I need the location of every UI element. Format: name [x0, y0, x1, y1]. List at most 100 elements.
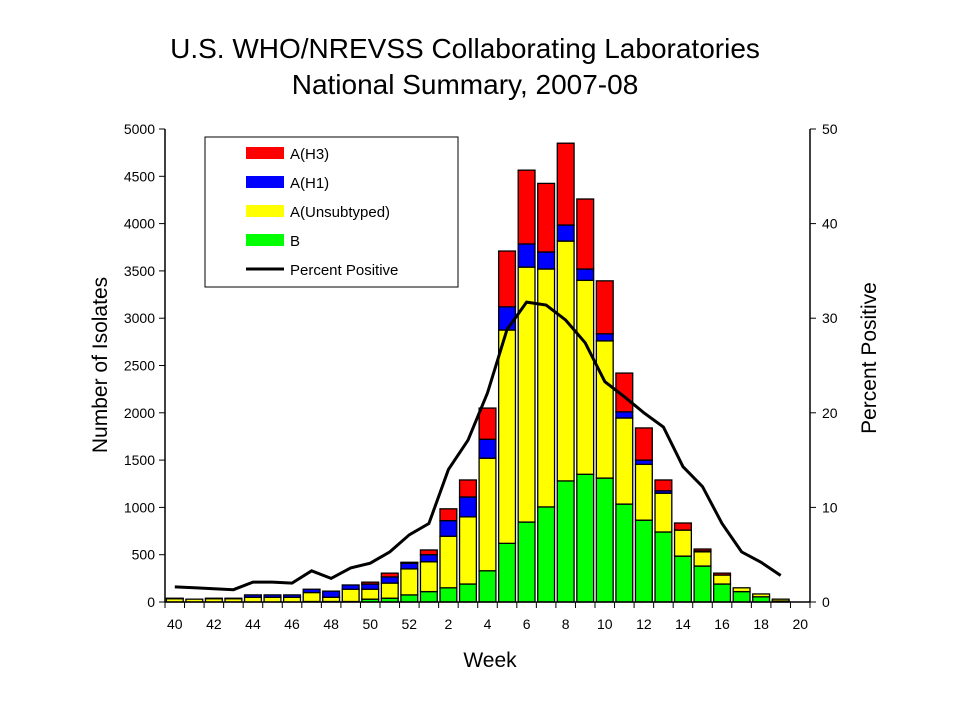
y2-tick-label: 10 — [822, 499, 838, 515]
y-tick-label: 4500 — [124, 168, 155, 184]
bar-a-unsubtyped--week-52 — [400, 568, 419, 596]
bar-a-h3--week-10 — [595, 280, 614, 335]
bar-b-week-16 — [712, 583, 732, 603]
x-tick-label: 44 — [245, 616, 261, 632]
x-axis-label: Week — [463, 649, 517, 672]
bar-a-unsubtyped--week-10 — [595, 340, 614, 479]
bar-a-h1--week-45 — [263, 594, 282, 598]
bar-a-h3--week-15 — [693, 548, 712, 552]
bar-a-unsubtyped--week-8 — [556, 240, 575, 482]
bar-a-h1--week-50 — [361, 583, 380, 590]
bar-a-h1--week-44 — [243, 594, 263, 598]
chart-title-line-2: National Summary, 2007-08 — [292, 69, 639, 100]
bars — [165, 142, 790, 603]
percent-positive-line — [174, 300, 782, 592]
bar-a-h3--week-51 — [380, 572, 399, 578]
bar-a-unsubtyped--week-51 — [380, 582, 399, 599]
x-tick-label: 2 — [445, 616, 453, 632]
axes: 0500100015002000250030003500400045005000… — [124, 121, 838, 632]
bar-b-week-18 — [752, 596, 771, 603]
bar-a-h3--week-4 — [478, 407, 497, 440]
y-tick-label: 1000 — [124, 499, 155, 515]
x-tick-label: 18 — [753, 616, 769, 632]
y-tick-label: 0 — [147, 594, 155, 610]
bar-a-unsubtyped--week-49 — [341, 588, 360, 603]
y-tick-label: 500 — [132, 547, 156, 563]
y-tick-label: 1500 — [124, 452, 155, 468]
x-tick-label: 14 — [675, 616, 691, 632]
x-tick-label: 12 — [636, 616, 652, 632]
bar-a-h1--week-1 — [419, 554, 438, 563]
x-tick-label: 40 — [167, 616, 183, 632]
legend-swatch-a-h3- — [246, 147, 284, 159]
bar-a-unsubtyped--week-1 — [419, 561, 438, 593]
y2-tick-label: 40 — [822, 216, 838, 232]
y2-tick-label: 50 — [822, 121, 838, 137]
bar-a-unsubtyped--week-11 — [615, 417, 634, 505]
x-tick-label: 20 — [792, 616, 808, 632]
x-tick-label: 48 — [323, 616, 339, 632]
bar-b-week-1 — [419, 590, 438, 603]
x-tick-label: 4 — [484, 616, 492, 632]
bar-a-unsubtyped--week-3 — [458, 516, 478, 585]
bar-a-h3--week-14 — [673, 522, 693, 531]
bar-a-unsubtyped--week-4 — [478, 457, 497, 572]
bar-a-h1--week-49 — [341, 584, 360, 590]
x-tick-label: 10 — [597, 616, 613, 632]
bar-b-week-4 — [478, 570, 497, 603]
bar-a-h3--week-6 — [517, 169, 536, 245]
legend-label: A(H3) — [290, 146, 329, 163]
bar-a-unsubtyped--week-5 — [497, 329, 517, 544]
legend-swatch-b — [246, 234, 284, 246]
bar-a-unsubtyped--week-19 — [771, 598, 790, 602]
bar-a-unsubtyped--week-18 — [752, 593, 771, 598]
bar-a-unsubtyped--week-14 — [673, 529, 693, 557]
bar-b-week-14 — [673, 555, 693, 603]
bar-b-week-2 — [439, 587, 458, 603]
bar-a-h3--week-2 — [439, 508, 458, 522]
bar-a-unsubtyped--week-13 — [654, 492, 673, 533]
chart-title-line-1: U.S. WHO/NREVSS Collaborating Laboratori… — [170, 33, 760, 64]
y-axis-label: Number of Isolates — [89, 277, 112, 453]
bar-b-week-3 — [458, 583, 478, 603]
legend-swatch-a-h1- — [246, 176, 284, 188]
bar-b-week-8 — [556, 480, 575, 603]
legend-label: A(Unsubtyped) — [290, 204, 390, 221]
y-tick-label: 2500 — [124, 358, 155, 374]
y-tick-label: 4000 — [124, 216, 155, 232]
x-tick-label: 42 — [206, 616, 222, 632]
bar-a-h1--week-6 — [517, 243, 536, 268]
legend-label: A(H1) — [290, 175, 329, 192]
bar-b-week-6 — [517, 521, 536, 603]
bar-a-h3--week-8 — [556, 142, 575, 226]
bar-b-week-7 — [537, 506, 556, 603]
bar-b-week-52 — [400, 594, 419, 603]
y2-axis-label: Percent Positive — [858, 282, 881, 434]
bar-a-h3--week-9 — [576, 198, 595, 270]
y-tick-label: 3000 — [124, 310, 155, 326]
x-tick-label: 52 — [402, 616, 418, 632]
bar-a-h1--week-3 — [458, 496, 478, 518]
bar-b-week-10 — [595, 477, 614, 603]
x-tick-label: 6 — [523, 616, 531, 632]
bar-a-unsubtyped--week-12 — [634, 463, 653, 521]
bar-a-h3--week-3 — [458, 479, 478, 498]
legend-swatch-a-unsubtyped- — [246, 205, 284, 217]
bar-b-week-12 — [634, 519, 653, 603]
bar-a-h1--week-8 — [556, 224, 575, 242]
bar-a-h3--week-5 — [497, 250, 517, 308]
bar-a-h3--week-50 — [361, 581, 380, 585]
bar-a-h3--week-52 — [400, 561, 419, 564]
x-tick-label: 50 — [362, 616, 378, 632]
y2-tick-label: 30 — [822, 310, 838, 326]
bar-a-unsubtyped--week-2 — [439, 535, 458, 589]
bar-a-h1--week-47 — [302, 588, 321, 594]
bar-a-h3--week-7 — [537, 182, 556, 253]
bar-b-week-17 — [732, 590, 751, 603]
bar-a-unsubtyped--week-9 — [576, 279, 595, 475]
bar-a-h3--week-1 — [419, 549, 438, 556]
bar-a-unsubtyped--week-50 — [361, 588, 380, 600]
bar-a-h1--week-52 — [400, 562, 419, 570]
bar-a-h1--week-46 — [282, 594, 302, 598]
